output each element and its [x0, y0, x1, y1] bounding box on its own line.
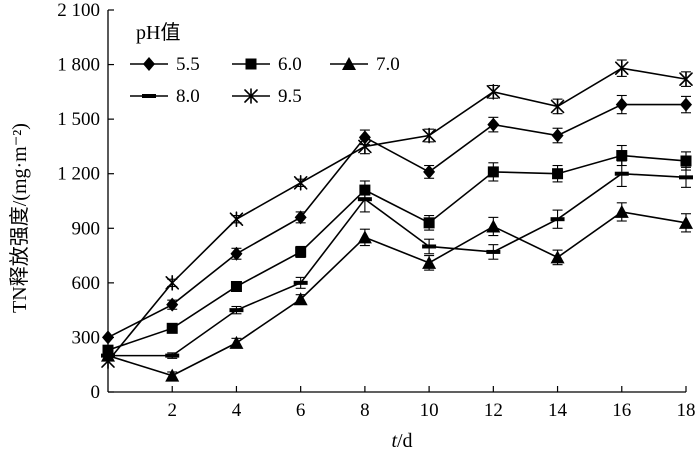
data-point-ph-5.5 — [615, 97, 628, 112]
x-tick-label: 10 — [420, 400, 439, 421]
data-point-ph-5.5 — [358, 130, 371, 145]
data-point-ph-7.0 — [486, 219, 501, 233]
y-tick-label: 900 — [72, 218, 101, 239]
data-point-ph-9.5 — [165, 275, 180, 291]
data-point-ph-8.0 — [422, 244, 437, 249]
y-tick-label: 300 — [72, 327, 101, 348]
data-point-ph-8.0 — [679, 175, 693, 180]
data-point-ph-8.0 — [165, 353, 180, 358]
data-point-ph-7.0 — [293, 292, 308, 306]
data-point-ph-7.0 — [422, 255, 437, 269]
legend-title: pH值 — [136, 21, 180, 44]
data-point-ph-7.0 — [357, 230, 372, 244]
data-point-ph-8.0 — [229, 308, 244, 313]
data-point-ph-8.0 — [614, 171, 629, 176]
legend-item-ph-5.5: 5.5 — [130, 54, 200, 75]
series-markers — [101, 59, 693, 382]
data-point-ph-6.0 — [680, 155, 692, 167]
legend-swatch-marker — [143, 57, 155, 71]
y-ticks: 0 300 600 900 1 200 1 500 1 800 2 100 — [57, 0, 114, 403]
data-point-ph-7.0 — [550, 250, 565, 264]
data-point-ph-6.0 — [166, 322, 178, 334]
data-point-ph-5.5 — [166, 297, 179, 312]
legend-label: 5.5 — [176, 54, 200, 75]
data-point-ph-7.0 — [165, 368, 180, 382]
series-line-ph-7.0 — [107, 211, 687, 377]
data-point-ph-7.0 — [229, 335, 244, 349]
x-tick-label: 2 — [167, 400, 177, 421]
data-point-ph-5.5 — [102, 330, 114, 345]
legend-label: 7.0 — [376, 54, 400, 75]
series-line-ph-6.0 — [107, 154, 687, 351]
legend-label: 6.0 — [278, 54, 302, 75]
data-point-ph-6.0 — [423, 217, 435, 229]
data-point-ph-5.5 — [423, 164, 436, 179]
data-point-ph-6.0 — [230, 280, 242, 292]
legend-swatch-marker — [244, 88, 258, 104]
x-tick-label: 8 — [360, 400, 370, 421]
y-tick-label: 2 100 — [57, 0, 100, 21]
data-point-ph-8.0 — [357, 197, 372, 202]
y-axis-title: TN释放强度/(mg·m⁻²) — [8, 123, 31, 313]
legend-item-ph-9.5: 9.5 — [232, 86, 302, 107]
data-point-ph-7.0 — [679, 215, 693, 229]
series-line-ph-9.5 — [107, 67, 687, 362]
series-line-ph-8.0 — [108, 172, 687, 357]
data-point-ph-9.5 — [358, 138, 372, 155]
legend-swatch-marker — [142, 94, 156, 98]
legend-label: 9.5 — [278, 86, 302, 107]
data-point-ph-6.0 — [487, 166, 499, 178]
axes — [107, 10, 686, 393]
series-line-ph-5.5 — [107, 103, 686, 339]
data-point-ph-8.0 — [550, 217, 565, 222]
data-point-ph-5.5 — [551, 128, 564, 143]
series-lines — [107, 67, 687, 377]
data-point-ph-9.5 — [550, 98, 565, 115]
y-tick-label: 600 — [72, 273, 101, 294]
y-tick-label: 1 200 — [57, 164, 100, 185]
x-axis-variable: t — [391, 430, 397, 452]
data-point-ph-5.5 — [294, 210, 307, 225]
x-tick-label: 18 — [677, 400, 696, 421]
x-tick-label: 4 — [232, 400, 242, 421]
x-tick-label: 16 — [612, 400, 631, 421]
x-tick-label: 6 — [296, 400, 306, 421]
data-point-ph-9.5 — [679, 71, 693, 87]
data-point-ph-6.0 — [295, 246, 307, 258]
x-tick-label: 14 — [548, 400, 568, 421]
data-point-ph-9.5 — [422, 127, 436, 144]
data-point-ph-5.5 — [487, 117, 500, 132]
data-point-ph-9.5 — [614, 60, 629, 77]
data-point-ph-6.0 — [552, 168, 564, 180]
x-axis-title: t/d — [391, 430, 412, 452]
legend-item-ph-8.0: 8.0 — [130, 86, 200, 107]
legend-item-ph-6.0: 6.0 — [232, 54, 302, 75]
data-point-ph-7.0 — [614, 204, 629, 218]
y-tick-label: 1 800 — [57, 55, 100, 76]
data-point-ph-6.0 — [616, 150, 628, 162]
x-tick-label: 12 — [484, 400, 503, 421]
data-point-ph-8.0 — [293, 280, 308, 285]
legend-swatch-marker — [342, 57, 356, 70]
data-point-ph-5.5 — [230, 246, 243, 261]
x-ticks: 2 4 6 8 10 12 14 16 18 — [167, 386, 696, 421]
data-point-ph-9.5 — [229, 211, 244, 227]
legend-label: 8.0 — [176, 86, 200, 107]
legend: pH值 5.5 6.0 7.0 8.0 9.5 — [130, 21, 400, 107]
y-tick-label: 0 — [91, 382, 101, 403]
data-point-ph-8.0 — [486, 249, 501, 254]
data-point-ph-9.5 — [101, 353, 115, 369]
y-tick-label: 1 500 — [57, 109, 100, 130]
data-point-ph-9.5 — [486, 84, 501, 100]
data-point-ph-5.5 — [680, 97, 692, 112]
data-point-ph-9.5 — [293, 175, 308, 191]
legend-item-ph-7.0: 7.0 — [330, 54, 400, 75]
x-axis-unit: /d — [397, 430, 413, 452]
legend-swatch-marker — [245, 58, 257, 70]
